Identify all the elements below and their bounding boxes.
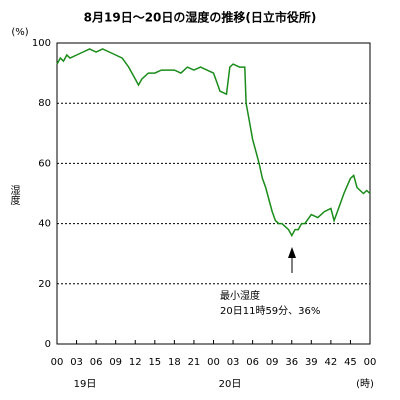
- x-tick-label: 06: [246, 357, 259, 368]
- day-label: 19日: [74, 379, 97, 390]
- y-tick-label: 20: [38, 279, 51, 290]
- x-tick-label: 00: [51, 357, 64, 368]
- x-tick-label: 09: [109, 357, 122, 368]
- x-tick-label: 03: [227, 357, 240, 368]
- y-unit: (%): [11, 27, 28, 38]
- plot-frame: [56, 42, 371, 345]
- annotation: 20日11時59分、36%: [220, 305, 320, 317]
- x-tick-label: 03: [70, 357, 83, 368]
- x-tick-label: 21: [188, 357, 201, 368]
- x-tick-label: 36: [285, 357, 298, 368]
- x-tick-label: 42: [325, 357, 338, 368]
- x-tick-label: 15: [148, 357, 161, 368]
- x-tick-label: 06: [90, 357, 103, 368]
- x-tick-label: 18: [168, 357, 181, 368]
- annotation: 最小湿度: [220, 289, 260, 302]
- arrow-head: [288, 247, 296, 258]
- day-label: 20日: [219, 379, 242, 390]
- y-tick-label: 60: [38, 158, 51, 169]
- y-label: 湿度: [8, 185, 20, 206]
- x-tick-label: 09: [266, 357, 279, 368]
- y-tick-label: 80: [38, 98, 51, 109]
- y-tick-label: 100: [32, 38, 51, 49]
- y-tick-label: 40: [38, 219, 51, 230]
- y-tick-label: 0: [45, 339, 51, 350]
- x-tick-label: 39: [305, 357, 318, 368]
- x-tick-label: 12: [129, 357, 142, 368]
- x-tick-label: 45: [344, 357, 357, 368]
- humidity-line: [56, 48, 371, 238]
- x-tick-label: 00: [364, 357, 377, 368]
- x-unit: (時): [356, 378, 374, 390]
- chart-title: 8月19日～20日の湿度の推移(日立市役所): [84, 10, 317, 25]
- x-tick-label: 00: [207, 357, 220, 368]
